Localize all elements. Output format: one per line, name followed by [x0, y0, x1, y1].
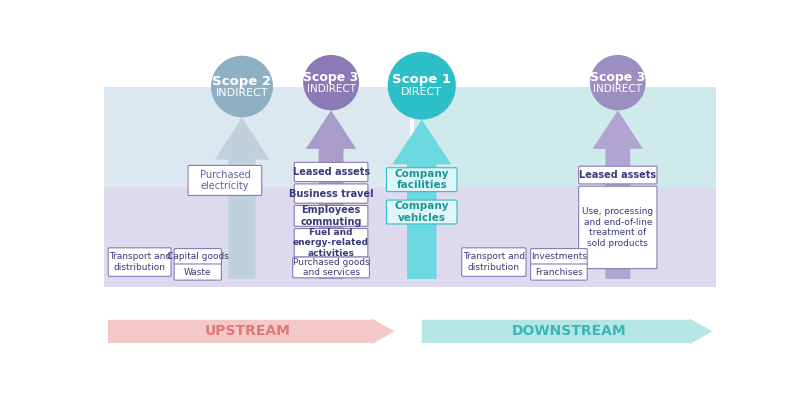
FancyBboxPatch shape [188, 166, 262, 196]
Polygon shape [392, 120, 451, 279]
Text: Leased assets: Leased assets [292, 167, 369, 177]
FancyArrow shape [108, 318, 395, 344]
FancyBboxPatch shape [292, 257, 369, 278]
Text: Scope 3: Scope 3 [304, 71, 359, 84]
Text: Fuel and
energy-related
activities: Fuel and energy-related activities [293, 228, 369, 258]
FancyArrow shape [422, 318, 712, 344]
Text: Franchises: Franchises [535, 268, 583, 276]
Text: Scope 1: Scope 1 [392, 73, 451, 86]
Text: Scope 2: Scope 2 [212, 75, 272, 88]
Text: Employees
commuting: Employees commuting [300, 205, 362, 227]
Text: UPSTREAM: UPSTREAM [204, 324, 290, 338]
Text: Purchased
electricity: Purchased electricity [199, 170, 250, 191]
Text: Purchased goods
and services: Purchased goods and services [292, 258, 369, 277]
Text: Use, processing
and end-of-line
treatment of
sold products: Use, processing and end-of-line treatmen… [582, 207, 654, 248]
FancyBboxPatch shape [174, 264, 221, 280]
FancyBboxPatch shape [578, 186, 657, 269]
FancyBboxPatch shape [294, 228, 368, 257]
Text: Leased assets: Leased assets [579, 170, 656, 180]
Text: INDIRECT: INDIRECT [307, 84, 356, 94]
FancyBboxPatch shape [108, 248, 171, 276]
FancyBboxPatch shape [461, 248, 526, 276]
Polygon shape [215, 117, 269, 279]
Text: Company
vehicles: Company vehicles [395, 201, 449, 223]
Polygon shape [306, 110, 356, 279]
Bar [414, 86, 716, 287]
FancyBboxPatch shape [294, 162, 368, 182]
Circle shape [303, 55, 359, 110]
Text: Transport and
distribution: Transport and distribution [463, 252, 525, 272]
Text: Company
facilities: Company facilities [395, 169, 449, 190]
Text: Business travel: Business travel [289, 188, 373, 198]
Text: DOWNSTREAM: DOWNSTREAM [512, 324, 626, 338]
FancyBboxPatch shape [174, 248, 221, 265]
Text: INDIRECT: INDIRECT [215, 88, 268, 98]
Polygon shape [593, 110, 643, 279]
Bar [104, 186, 716, 287]
FancyBboxPatch shape [294, 206, 368, 226]
Circle shape [388, 52, 456, 120]
Text: INDIRECT: INDIRECT [594, 84, 642, 94]
FancyBboxPatch shape [387, 200, 457, 224]
Text: Investments: Investments [531, 252, 587, 261]
FancyBboxPatch shape [387, 168, 457, 192]
Bar [104, 86, 410, 287]
Text: DIRECT: DIRECT [401, 87, 442, 97]
FancyBboxPatch shape [530, 248, 587, 265]
Text: Transport and
distribution: Transport and distribution [109, 252, 171, 272]
Text: Waste: Waste [184, 268, 211, 276]
FancyBboxPatch shape [578, 166, 657, 184]
Text: Scope 3: Scope 3 [590, 71, 646, 84]
Circle shape [590, 55, 646, 110]
Text: Capital goods: Capital goods [167, 252, 229, 261]
FancyBboxPatch shape [294, 184, 368, 203]
FancyBboxPatch shape [530, 264, 587, 280]
Circle shape [211, 56, 273, 117]
